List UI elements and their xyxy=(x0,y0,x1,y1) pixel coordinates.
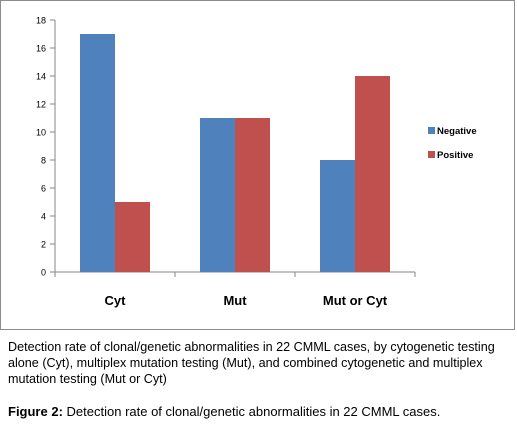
x-axis: Cyt Mut Mut or Cyt xyxy=(54,271,416,308)
bar-positive-mut xyxy=(235,118,270,272)
legend: Negative Positive xyxy=(428,126,477,161)
y-tick-label: 16 xyxy=(36,44,46,54)
y-tick-label: 0 xyxy=(41,268,46,278)
x-tick-label: Mut or Cyt xyxy=(323,293,388,308)
figure-title-text: Detection rate of clonal/genetic abnorma… xyxy=(66,404,441,419)
y-tick-label: 8 xyxy=(41,156,46,166)
x-tick-label: Mut xyxy=(223,293,247,308)
figure-label: Figure 2: xyxy=(8,404,63,419)
bars xyxy=(80,34,390,272)
x-tick-label: Cyt xyxy=(105,293,127,308)
legend-label-positive: Positive xyxy=(437,150,473,161)
figure-caption: Detection rate of clonal/genetic abnorma… xyxy=(8,340,495,386)
legend-swatch-negative xyxy=(428,127,435,134)
legend-swatch-positive xyxy=(428,151,435,158)
bar-negative-mut xyxy=(200,118,235,272)
bar-positive-mut-or-cyt xyxy=(355,76,390,272)
y-tick-label: 12 xyxy=(36,100,46,110)
y-tick-label: 18 xyxy=(36,16,46,26)
bar-positive-cyt xyxy=(115,202,150,272)
y-tick-label: 10 xyxy=(36,128,46,138)
y-tick-label: 14 xyxy=(36,72,46,82)
y-tick-label: 6 xyxy=(41,184,46,194)
y-axis: 0 2 4 6 8 10 12 14 16 18 xyxy=(36,16,56,278)
bar-chart: 0 2 4 6 8 10 12 14 16 18 Cyt Mut Mut or Cyt Negativ… xyxy=(36,16,477,309)
bar-negative-mut-or-cyt xyxy=(320,160,355,272)
figure-title: Figure 2: Detection rate of clonal/genet… xyxy=(8,404,513,420)
legend-label-negative: Negative xyxy=(437,126,477,137)
y-tick-label: 4 xyxy=(41,212,46,222)
bar-negative-cyt xyxy=(80,34,115,272)
y-tick-label: 2 xyxy=(41,240,46,250)
